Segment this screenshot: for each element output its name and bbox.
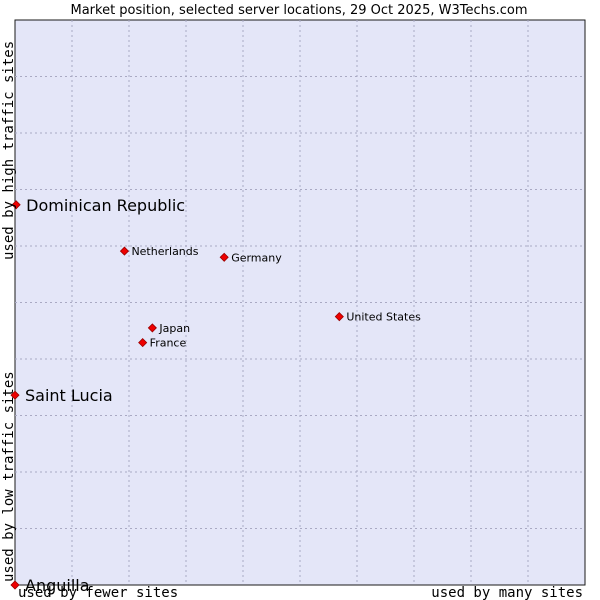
point-label: Germany: [231, 251, 282, 264]
grid-lines: [15, 20, 585, 585]
chart-title: Market position, selected server locatio…: [70, 3, 527, 18]
point-marker: [11, 200, 21, 210]
y-axis-label-bottom: used by low traffic sites: [1, 371, 17, 582]
y-axis-label-top: used by high traffic sites: [1, 41, 17, 260]
data-point-netherlands: Netherlands: [119, 245, 199, 258]
data-point-anguilla: Anguilla: [10, 576, 90, 595]
data-points: Dominican Republic Netherlands Germany Unit…: [10, 196, 421, 595]
data-point-japan: Japan: [147, 322, 190, 335]
x-axis-label-right: used by many sites: [431, 585, 583, 600]
point-marker: [10, 580, 20, 590]
point-label: Japan: [158, 322, 190, 335]
point-marker: [119, 246, 130, 256]
point-marker: [219, 252, 229, 262]
point-marker: [334, 312, 344, 322]
point-label: Netherlands: [131, 245, 198, 258]
point-label: Dominican Republic: [26, 196, 185, 215]
data-point-france: France: [138, 337, 187, 350]
data-point-saint-lucia: Saint Lucia: [10, 386, 113, 405]
point-label: Saint Lucia: [25, 386, 113, 405]
point-marker: [138, 338, 148, 348]
data-point-united-states: United States: [334, 311, 421, 324]
point-label: United States: [346, 311, 421, 324]
point-marker: [10, 390, 20, 400]
point-label: France: [150, 337, 187, 350]
x-axis-label-left: used by fewer sites: [18, 585, 178, 600]
point-marker: [147, 323, 157, 333]
point-label: Anguilla: [25, 576, 90, 595]
data-point-dominican-republic: Dominican Republic: [11, 196, 185, 215]
data-point-germany: Germany: [219, 251, 282, 264]
